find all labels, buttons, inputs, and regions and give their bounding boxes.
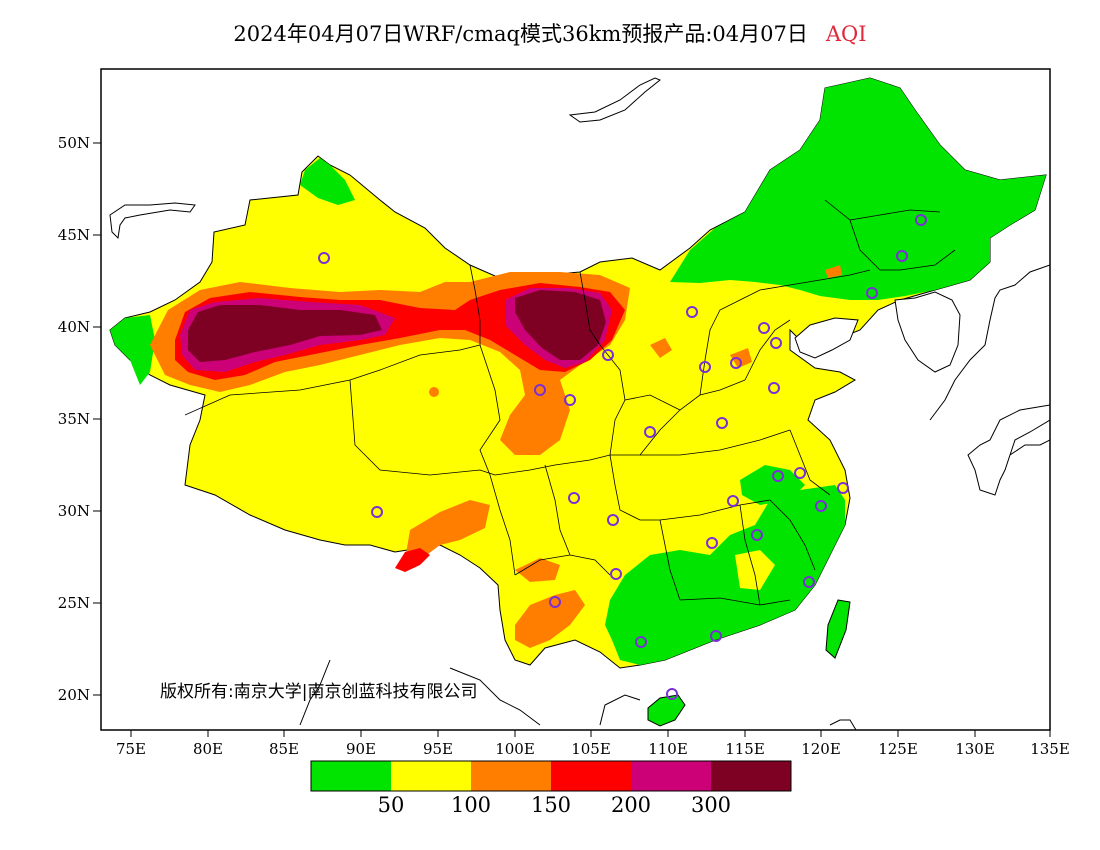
legend-label: 100 xyxy=(451,793,491,817)
hainan-island xyxy=(647,694,686,727)
longitude-axis xyxy=(130,730,1051,737)
station-marker xyxy=(568,492,580,504)
taiwan-island xyxy=(825,599,851,659)
title-main: 2024年04月07日WRF/cmaq模式36km预报产品:04月07日 xyxy=(233,22,808,46)
northwest-green-patch xyxy=(300,158,355,205)
lon-label: 105E xyxy=(571,740,611,758)
station-marker xyxy=(607,514,619,526)
lat-label: 40N xyxy=(58,318,90,336)
legend-swatch-2 xyxy=(471,761,551,791)
station-marker xyxy=(564,394,576,406)
legend-labels: 50 100 150 200 300 xyxy=(378,793,731,817)
station-marker xyxy=(644,426,656,438)
lon-label: 120E xyxy=(801,740,841,758)
central-green-patch xyxy=(740,465,805,505)
copyright-text: 版权所有:南京大学|南京创蓝科技有限公司 xyxy=(160,682,477,702)
map-frame-border xyxy=(100,68,1051,731)
kazakhstan-lake xyxy=(109,202,196,240)
legend-label: 150 xyxy=(531,793,571,817)
station-marker xyxy=(727,495,739,507)
lat-label: 30N xyxy=(58,502,90,520)
lon-label: 75E xyxy=(116,740,146,758)
southeast-asia-coast xyxy=(299,659,641,726)
station-marker xyxy=(730,357,742,369)
legend-label: 200 xyxy=(611,793,651,817)
station-marker xyxy=(610,568,622,580)
lon-label: 135E xyxy=(1030,740,1070,758)
station-marker xyxy=(318,252,330,264)
station-marker xyxy=(534,384,546,396)
legend-colorbar xyxy=(310,760,792,792)
station-marker xyxy=(896,250,908,262)
legend-swatch-3 xyxy=(551,761,631,791)
lon-label: 130E xyxy=(955,740,995,758)
station-marker xyxy=(758,322,770,334)
station-marker xyxy=(768,382,780,394)
lon-label: 110E xyxy=(648,740,688,758)
longitude-labels: 75E 80E 85E 90E 95E 100E 105E 110E 115E … xyxy=(116,740,1070,758)
lat-label: 25N xyxy=(58,594,90,612)
baikal-outline xyxy=(568,77,661,123)
station-marker xyxy=(803,576,815,588)
legend-swatch-5 xyxy=(711,761,791,791)
japan-coast xyxy=(929,264,1050,496)
lat-label: 20N xyxy=(58,686,90,704)
station-marker xyxy=(866,287,878,299)
south-green-region xyxy=(605,485,845,665)
latitude-labels: 20N 25N 30N 35N 40N 45N 50N xyxy=(58,134,90,704)
station-marker xyxy=(716,417,728,429)
station-marker xyxy=(602,349,614,361)
station-marker xyxy=(770,337,782,349)
south-yellow-pocket xyxy=(735,550,775,590)
province-borders xyxy=(184,199,956,606)
darkred-core-west xyxy=(188,305,382,362)
legend-swatch-1 xyxy=(391,761,471,791)
korea-peninsula xyxy=(894,291,961,373)
northeast-green-region xyxy=(670,78,1046,300)
lon-label: 80E xyxy=(193,740,223,758)
legend-label: 300 xyxy=(691,793,731,817)
station-marker xyxy=(699,361,711,373)
legend-border xyxy=(310,760,792,792)
station-marker xyxy=(666,688,678,700)
lon-label: 90E xyxy=(346,740,376,758)
station-markers xyxy=(318,214,927,700)
station-marker xyxy=(706,537,718,549)
station-marker xyxy=(371,506,383,518)
latitude-axis xyxy=(93,142,101,696)
isolated-orange-spot xyxy=(429,387,439,397)
station-marker xyxy=(915,214,927,226)
station-marker xyxy=(815,500,827,512)
lon-label: 100E xyxy=(495,740,535,758)
station-marker xyxy=(751,529,763,541)
station-marker xyxy=(710,630,722,642)
map-content: 版权所有:南京大学|南京创蓝科技有限公司 xyxy=(109,77,1050,730)
lon-label: 85E xyxy=(269,740,299,758)
philippines-outline xyxy=(829,719,857,730)
lat-label: 50N xyxy=(58,134,90,152)
station-marker xyxy=(635,636,647,648)
lat-label: 35N xyxy=(58,410,90,428)
station-marker xyxy=(794,467,806,479)
lat-label: 45N xyxy=(58,226,90,244)
lon-label: 125E xyxy=(878,740,918,758)
west-green-patch xyxy=(110,315,155,385)
bohai-bay xyxy=(794,317,859,359)
legend-swatch-4 xyxy=(631,761,711,791)
legend-swatch-0 xyxy=(311,761,391,791)
station-marker xyxy=(837,482,849,494)
station-marker xyxy=(549,596,561,608)
legend-label: 50 xyxy=(378,793,405,817)
station-marker xyxy=(686,306,698,318)
station-marker xyxy=(772,470,784,482)
map-title: 2024年04月07日WRF/cmaq模式36km预报产品:04月07日 AQI xyxy=(0,18,1100,48)
lon-label: 115E xyxy=(725,740,765,758)
tibet-orange-patch xyxy=(405,500,490,560)
title-variable: AQI xyxy=(825,22,867,46)
darkred-core-east xyxy=(515,290,606,360)
tibet-red-patch xyxy=(395,548,430,572)
lon-label: 95E xyxy=(423,740,453,758)
